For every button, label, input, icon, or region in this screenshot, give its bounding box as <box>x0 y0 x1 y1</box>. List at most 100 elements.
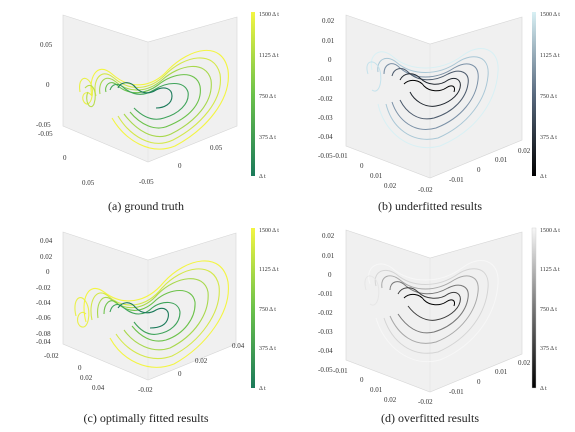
colorbar-tick: 1500 Δ t <box>259 228 279 234</box>
z-tick: 0 <box>328 271 332 279</box>
axes-box <box>345 14 523 179</box>
z-tick: -0.05 <box>318 152 333 160</box>
x-tick: -0.05 <box>139 178 154 186</box>
z-tick: -0.02 <box>318 309 333 317</box>
trajectory-lines <box>79 49 229 150</box>
caption: (b) underfitted results <box>378 199 482 213</box>
colorbar-tick: 750 Δ t <box>540 307 557 313</box>
x-ticks: -0.02 0 0.02 0.04 <box>138 342 245 394</box>
colorbar-tick: 1125 Δ t <box>259 53 279 59</box>
z-tick: -0.06 <box>36 314 51 322</box>
y-ticks: -0.01 0 0.01 0.02 <box>333 152 397 190</box>
z-tick: 0.04 <box>40 237 53 245</box>
colorbar-tick: 750 Δ t <box>259 94 276 100</box>
x-tick: 0.05 <box>210 144 223 152</box>
z-tick: -0.08 <box>36 330 51 338</box>
x-tick: 0.02 <box>195 357 208 365</box>
y-tick: 0.05 <box>82 179 95 187</box>
z-tick: -0.03 <box>318 328 333 336</box>
z-tick: 0.02 <box>40 253 53 261</box>
z-tick: -0.05 <box>36 121 51 129</box>
z-tick: -0.05 <box>318 366 333 374</box>
z-tick: -0.03 <box>318 114 333 122</box>
colorbar-tick: Δ t <box>540 386 547 392</box>
y-tick: 0.01 <box>370 386 383 394</box>
colorbar-ticks: 1500 Δ t 1125 Δ t 750 Δ t 375 Δ t Δ t <box>259 228 279 392</box>
x-tick: 0 <box>477 166 481 174</box>
trajectory-lines <box>74 260 229 368</box>
caption: (c) optimally fitted results <box>84 411 209 425</box>
caption: (d) overfitted results <box>381 411 479 425</box>
z-tick: 0 <box>46 268 50 276</box>
x-ticks: -0.05 0 0.05 <box>139 144 223 186</box>
colorbar-tick: 1500 Δ t <box>259 12 279 18</box>
colorbar <box>531 227 537 389</box>
x-tick: 0.01 <box>495 156 508 164</box>
colorbar <box>251 12 255 176</box>
x-tick: 0 <box>178 162 182 170</box>
x-ticks: -0.02 -0.01 0 0.01 0.02 <box>418 359 531 406</box>
colorbar-tick: 750 Δ t <box>540 94 557 100</box>
trajectory-lines <box>364 260 499 363</box>
z-tick: 0.02 <box>322 232 335 240</box>
y-ticks: -0.05 0 0.05 <box>38 130 95 187</box>
colorbar-tick: Δ t <box>540 174 547 180</box>
x-tick: -0.02 <box>418 186 433 194</box>
y-tick: 0.02 <box>384 182 397 190</box>
z-ticks: 0.04 0.02 0 -0.02 -0.04 -0.06 -0.08 <box>36 237 53 338</box>
colorbar-tick: 1125 Δ t <box>259 267 279 273</box>
caption: (a) ground truth <box>108 199 184 213</box>
z-tick: -0.04 <box>318 347 333 355</box>
x-tick: -0.01 <box>449 176 464 184</box>
y-tick: 0.02 <box>384 396 397 404</box>
colorbar-tick: 750 Δ t <box>259 307 276 313</box>
y-tick: 0.02 <box>80 374 93 382</box>
y-tick: 0 <box>360 162 364 170</box>
z-tick: -0.04 <box>36 299 51 307</box>
colorbar-ticks: 1500 Δ t 1125 Δ t 750 Δ t 375 Δ t Δ t <box>259 12 279 180</box>
y-tick: -0.05 <box>38 130 53 138</box>
z-tick: -0.02 <box>36 284 51 292</box>
panel-a: 0.05 0 -0.05 -0.05 0 0.05 -0.05 0 0.05 1… <box>36 12 279 213</box>
y-tick: -0.01 <box>333 367 348 375</box>
x-tick: -0.01 <box>449 388 464 396</box>
z-tick: -0.01 <box>318 290 333 298</box>
x-tick: -0.02 <box>418 398 433 406</box>
y-tick: 0.04 <box>92 384 105 392</box>
colorbar-tick: 375 Δ t <box>540 135 557 141</box>
y-ticks: -0.01 0 0.01 0.02 <box>333 367 397 404</box>
y-tick: -0.04 <box>36 338 51 346</box>
panel-b: 0.02 0.01 0 -0.01 -0.02 -0.03 -0.04 -0.0… <box>318 12 560 213</box>
colorbar-tick: 375 Δ t <box>540 346 557 352</box>
y-tick: -0.02 <box>44 352 59 360</box>
z-tick: 0 <box>328 56 332 64</box>
z-ticks: 0.05 0 -0.05 <box>36 41 53 129</box>
colorbar <box>251 228 255 388</box>
colorbar-tick: 1125 Δ t <box>540 267 560 273</box>
x-ticks: -0.02 -0.01 0 0.01 0.02 <box>418 147 531 194</box>
z-tick: -0.01 <box>318 75 333 83</box>
colorbar-ticks: 1500 Δ t 1125 Δ t 750 Δ t 375 Δ t Δ t <box>540 12 560 180</box>
x-tick: 0.02 <box>518 359 531 367</box>
colorbar-tick: 1500 Δ t <box>540 228 560 234</box>
z-ticks: 0.02 0.01 0 -0.01 -0.02 -0.03 -0.04 -0.0… <box>318 17 335 160</box>
y-tick: 0 <box>360 376 364 384</box>
x-tick: 0 <box>477 378 481 386</box>
colorbar-tick: 1500 Δ t <box>540 12 560 18</box>
y-tick: 0.01 <box>370 172 383 180</box>
y-tick: 0 <box>63 154 67 162</box>
y-tick: 0 <box>78 364 82 372</box>
z-tick: -0.02 <box>318 95 333 103</box>
colorbar-ticks: 1500 Δ t 1125 Δ t 750 Δ t 375 Δ t Δ t <box>540 228 560 392</box>
x-tick: 0.02 <box>518 147 531 155</box>
colorbar-tick: 375 Δ t <box>259 346 276 352</box>
z-tick: 0.01 <box>322 252 335 260</box>
z-ticks: 0.02 0.01 0 -0.01 -0.02 -0.03 -0.04 -0.0… <box>318 232 335 374</box>
panel-c: 0.04 0.02 0 -0.02 -0.04 -0.06 -0.08 -0.0… <box>36 228 279 425</box>
colorbar-tick: 375 Δ t <box>259 135 276 141</box>
z-tick: 0 <box>46 81 50 89</box>
x-tick: 0.01 <box>495 368 508 376</box>
colorbar-tick: 1125 Δ t <box>540 53 560 59</box>
z-tick: 0.05 <box>40 41 53 49</box>
